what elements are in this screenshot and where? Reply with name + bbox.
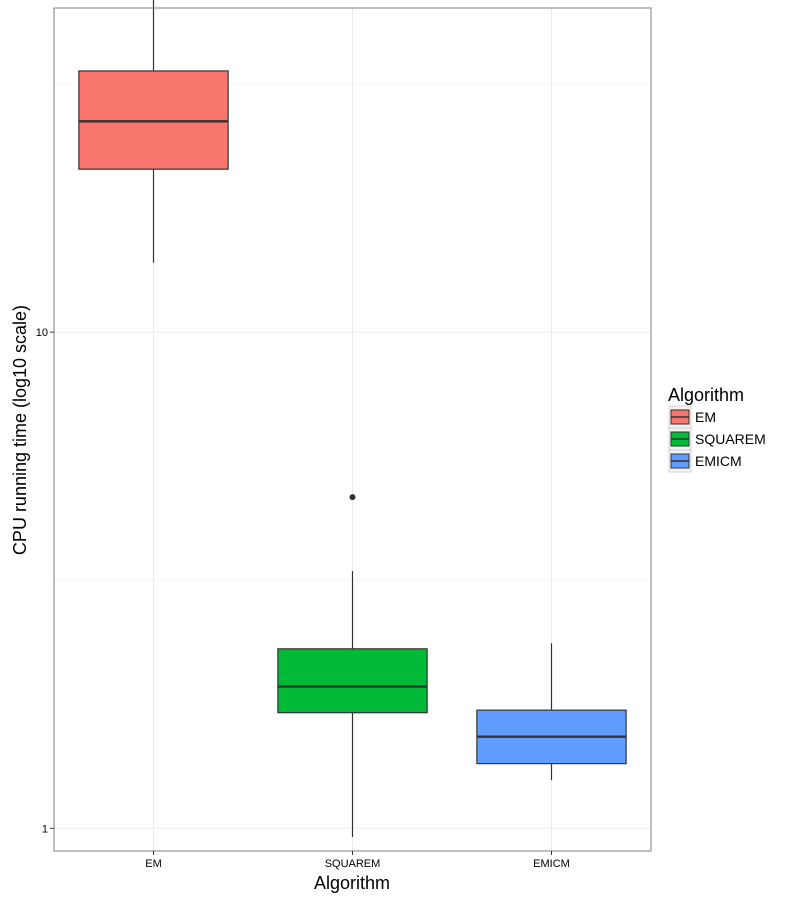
x-tick-label: EM: [145, 858, 162, 870]
x-tick-label: SQUAREM: [325, 858, 381, 870]
x-axis-ticks: EM SQUAREM EMICM: [145, 851, 570, 870]
plot-panel: [53, 0, 652, 852]
y-tick-label: 1: [42, 823, 48, 835]
legend-label: EMICM: [695, 453, 742, 469]
box-emicm: [476, 643, 627, 781]
box-iqr: [277, 648, 428, 714]
legend-item-squarem: SQUAREM: [668, 427, 766, 451]
box-squarem: [277, 494, 428, 838]
legend-item-emicm: EMICM: [668, 449, 742, 473]
y-tick-label: 10: [36, 327, 48, 339]
x-tick-label: EMICM: [533, 858, 570, 870]
legend-label: EM: [695, 409, 716, 425]
box-iqr: [78, 70, 229, 170]
legend-label: SQUAREM: [695, 431, 766, 447]
legend-title: Algorithm: [668, 385, 744, 405]
y-axis-ticks: 1 10: [36, 327, 54, 835]
legend-item-em: EM: [668, 405, 716, 429]
x-axis-title: Algorithm: [314, 873, 390, 893]
legend: Algorithm EM SQUAREM EMICM: [668, 385, 766, 473]
box-em: [78, 0, 229, 263]
y-axis-title: CPU running time (log10 scale): [10, 305, 30, 555]
outlier-point: [349, 494, 356, 501]
